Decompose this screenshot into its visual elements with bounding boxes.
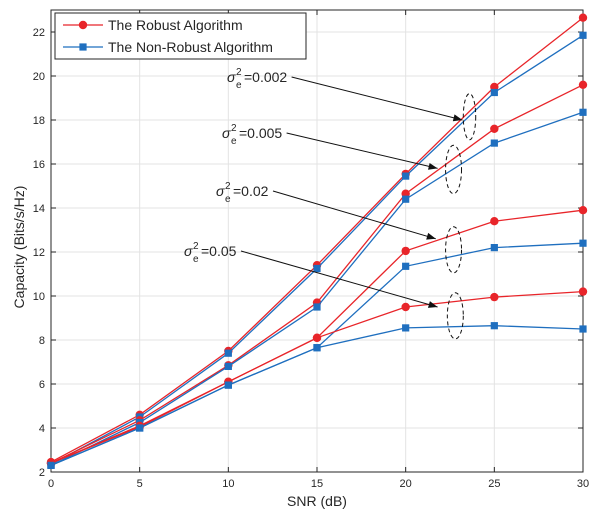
annotation-sigma: σ bbox=[184, 243, 193, 259]
annotation-ellipse bbox=[446, 292, 464, 340]
data-point-nonrobust bbox=[490, 88, 498, 97]
data-point-nonrobust bbox=[402, 172, 410, 180]
annotation-arrow-line bbox=[291, 76, 463, 121]
annotation-sigma: σ bbox=[227, 69, 236, 85]
annotation-sigma: σ bbox=[216, 183, 225, 199]
data-point-robust bbox=[490, 292, 499, 302]
y-tick-label: 22 bbox=[33, 27, 45, 39]
data-point-robust bbox=[401, 246, 410, 256]
annotation-value: =0.02 bbox=[233, 183, 269, 199]
annotation-ellipse bbox=[445, 226, 463, 274]
data-point-robust bbox=[578, 80, 588, 90]
y-tick-label: 14 bbox=[33, 203, 45, 215]
y-tick-label: 16 bbox=[33, 159, 45, 171]
annotation-exponent: 2 bbox=[231, 123, 237, 134]
annotation-arrowhead bbox=[426, 232, 436, 240]
annotation-exponent: 2 bbox=[193, 241, 199, 252]
data-point-nonrobust bbox=[490, 139, 498, 147]
annotation-group: σ 2e=0.005 bbox=[222, 123, 463, 195]
annotation-group: σ 2e=0.002 bbox=[227, 67, 477, 141]
legend: The Robust Algorithm The Non-Robust Algor… bbox=[54, 12, 307, 60]
annotation-subscript: e bbox=[236, 80, 242, 91]
legend-marker bbox=[78, 20, 88, 30]
legend-marker bbox=[79, 43, 87, 51]
y-tick-label: 20 bbox=[33, 71, 45, 83]
data-point-nonrobust bbox=[47, 461, 55, 469]
x-tick-label: 5 bbox=[137, 478, 143, 490]
annotation-group: σ 2 e=0.02 bbox=[216, 181, 463, 274]
legend-item: The Robust Algorithm bbox=[63, 17, 243, 33]
data-point-nonrobust bbox=[402, 195, 410, 203]
annotation-arrowhead bbox=[428, 162, 438, 170]
data-point-nonrobust bbox=[402, 324, 410, 332]
annotation-arrow-line bbox=[240, 250, 438, 308]
data-point-nonrobust bbox=[313, 344, 321, 352]
data-point-nonrobust bbox=[579, 31, 587, 39]
x-tick-label: 10 bbox=[222, 478, 234, 490]
annotation-exponent: 2 bbox=[225, 181, 231, 192]
x-tick-label: 30 bbox=[577, 478, 589, 490]
annotation-value: =0.05 bbox=[201, 243, 237, 259]
y-tick-label: 4 bbox=[39, 423, 45, 435]
data-point-nonrobust bbox=[313, 303, 321, 311]
data-point-nonrobust bbox=[579, 325, 587, 333]
x-tick-label: 20 bbox=[400, 478, 412, 490]
annotation-subscript: e bbox=[231, 136, 237, 147]
y-tick-label: 6 bbox=[39, 379, 45, 391]
annotation-exponent: 2 bbox=[236, 67, 242, 78]
y-tick-label: 18 bbox=[33, 115, 45, 127]
data-point-nonrobust bbox=[224, 381, 232, 389]
y-tick-label: 2 bbox=[39, 467, 45, 479]
annotation-sigma: σ bbox=[222, 125, 231, 141]
y-axis-label: Capacity (Bits/s/Hz) bbox=[11, 186, 27, 309]
annotation-arrow-line bbox=[286, 132, 438, 169]
data-point-robust bbox=[401, 302, 410, 312]
data-point-robust bbox=[578, 13, 588, 22]
data-point-nonrobust bbox=[402, 262, 410, 270]
annotation-arrowhead bbox=[452, 114, 463, 122]
data-point-nonrobust bbox=[579, 108, 587, 116]
data-point-nonrobust bbox=[224, 362, 232, 370]
annotation-subscript: e bbox=[225, 194, 231, 205]
data-point-robust bbox=[312, 333, 322, 342]
legend-label: The Non-Robust Algorithm bbox=[108, 39, 273, 55]
legend-label: The Robust Algorithm bbox=[108, 17, 243, 33]
y-tick-label: 10 bbox=[33, 291, 45, 303]
data-point-robust bbox=[578, 287, 588, 296]
annotation-group: σ 2 e=0.05 bbox=[184, 241, 464, 340]
legend-box bbox=[54, 12, 307, 60]
annotation-ellipse bbox=[462, 93, 477, 141]
data-point-nonrobust bbox=[136, 424, 144, 432]
annotation-ellipse bbox=[445, 144, 463, 195]
annotation-value: =0.002 bbox=[244, 69, 287, 85]
annotation-arrowhead bbox=[427, 301, 438, 308]
annotation-subscript: e bbox=[193, 254, 199, 265]
data-point-nonrobust bbox=[579, 239, 587, 247]
data-point-robust bbox=[578, 206, 588, 215]
x-tick-label: 25 bbox=[488, 478, 500, 490]
x-tick-label: 0 bbox=[48, 478, 54, 490]
legend-item: The Non-Robust Algorithm bbox=[63, 39, 273, 55]
y-tick-label: 12 bbox=[33, 247, 45, 259]
data-point-nonrobust bbox=[224, 349, 232, 357]
data-point-robust bbox=[490, 124, 499, 133]
x-tick-label: 15 bbox=[311, 478, 323, 490]
annotation-arrow-line bbox=[272, 190, 436, 240]
series-lines bbox=[46, 13, 588, 469]
annotation-value: =0.005 bbox=[239, 125, 282, 141]
data-point-nonrobust bbox=[490, 322, 498, 330]
data-point-nonrobust bbox=[313, 264, 321, 273]
data-point-robust bbox=[490, 217, 499, 226]
data-point-nonrobust bbox=[490, 244, 498, 252]
x-axis-label: SNR (dB) bbox=[287, 493, 347, 509]
y-tick-label: 8 bbox=[39, 335, 45, 347]
